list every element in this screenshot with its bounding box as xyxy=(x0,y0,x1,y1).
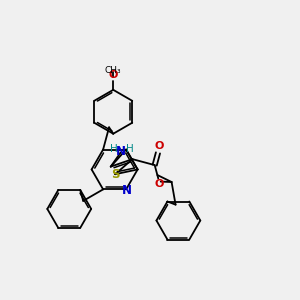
Text: N: N xyxy=(122,184,132,196)
Text: CH₃: CH₃ xyxy=(105,66,122,75)
Text: N: N xyxy=(116,145,126,158)
Text: S: S xyxy=(112,168,120,181)
Text: O: O xyxy=(109,70,118,80)
Text: O: O xyxy=(155,142,164,152)
Text: H: H xyxy=(110,144,118,154)
Text: O: O xyxy=(155,179,164,189)
Text: H: H xyxy=(126,144,134,154)
